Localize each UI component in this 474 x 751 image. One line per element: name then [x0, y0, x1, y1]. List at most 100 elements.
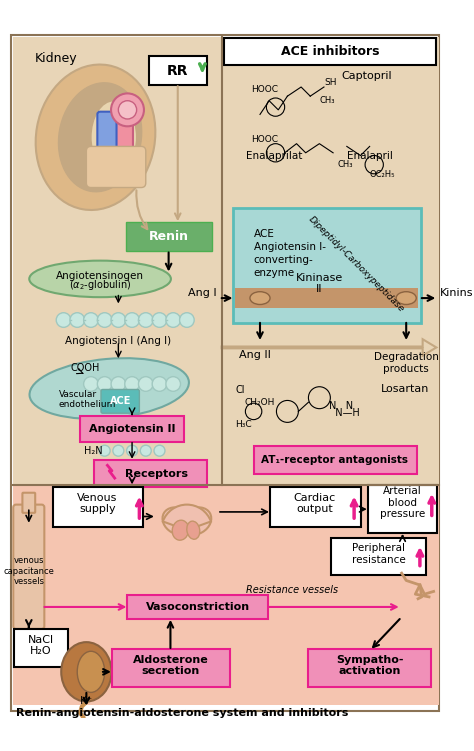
Circle shape	[125, 377, 139, 391]
Circle shape	[152, 377, 167, 391]
Text: CH₃: CH₃	[319, 96, 335, 105]
Circle shape	[127, 445, 137, 456]
Text: RR: RR	[167, 64, 189, 77]
Ellipse shape	[58, 83, 142, 192]
FancyBboxPatch shape	[114, 107, 133, 172]
FancyBboxPatch shape	[53, 487, 143, 527]
Circle shape	[111, 312, 126, 327]
FancyBboxPatch shape	[112, 649, 230, 687]
Ellipse shape	[29, 358, 189, 419]
Circle shape	[56, 312, 71, 327]
Wedge shape	[163, 505, 211, 530]
Text: Venous
supply: Venous supply	[77, 493, 118, 514]
Circle shape	[97, 377, 112, 391]
Text: Degradation
products: Degradation products	[374, 352, 438, 373]
Text: K⁺: K⁺	[80, 696, 93, 706]
Text: H₃C: H₃C	[235, 420, 252, 429]
Text: Kidney: Kidney	[34, 53, 77, 65]
Circle shape	[138, 377, 153, 391]
FancyBboxPatch shape	[13, 37, 222, 484]
FancyBboxPatch shape	[331, 538, 426, 575]
FancyBboxPatch shape	[224, 38, 437, 65]
FancyBboxPatch shape	[309, 649, 431, 687]
Circle shape	[154, 445, 165, 456]
Text: Receptors: Receptors	[125, 469, 188, 478]
Circle shape	[138, 312, 153, 327]
FancyBboxPatch shape	[101, 390, 139, 413]
FancyBboxPatch shape	[233, 207, 421, 323]
FancyBboxPatch shape	[86, 146, 146, 188]
Text: Cardiac
output: Cardiac output	[294, 493, 336, 514]
FancyBboxPatch shape	[97, 112, 117, 172]
Circle shape	[166, 312, 181, 327]
Text: Kininase
II: Kininase II	[296, 273, 343, 294]
Text: Aldosterone
secretion: Aldosterone secretion	[133, 655, 208, 676]
FancyBboxPatch shape	[11, 35, 439, 711]
Circle shape	[113, 445, 124, 456]
Text: CH₂OH: CH₂OH	[245, 398, 275, 407]
Circle shape	[83, 377, 98, 391]
Text: Renin-angiotensin-aldosterone system and inhibitors: Renin-angiotensin-aldosterone system and…	[16, 708, 348, 718]
FancyBboxPatch shape	[14, 629, 68, 668]
Text: N—H: N—H	[328, 408, 359, 418]
FancyArrow shape	[222, 215, 235, 324]
Circle shape	[118, 101, 137, 119]
Text: Enalapril: Enalapril	[346, 151, 392, 161]
Text: Losartan: Losartan	[381, 384, 429, 394]
Text: Enalaprilat: Enalaprilat	[246, 151, 302, 161]
Text: Renin: Renin	[149, 231, 189, 243]
Ellipse shape	[29, 261, 171, 297]
FancyBboxPatch shape	[222, 37, 439, 484]
Text: COOH: COOH	[71, 363, 100, 373]
Text: CH₃: CH₃	[337, 161, 353, 170]
Text: Sympatho-
activation: Sympatho- activation	[336, 655, 403, 676]
FancyBboxPatch shape	[128, 595, 268, 619]
Circle shape	[166, 377, 181, 391]
Ellipse shape	[77, 651, 105, 692]
Circle shape	[111, 93, 144, 126]
Ellipse shape	[396, 291, 416, 304]
Text: venous
capacitance
vessels: venous capacitance vessels	[3, 556, 54, 587]
Text: Dipeptidyl-Carboxypeptidase: Dipeptidyl-Carboxypeptidase	[306, 215, 406, 314]
FancyBboxPatch shape	[270, 487, 361, 527]
Text: Vascular
endothelium: Vascular endothelium	[59, 390, 116, 409]
Text: Captopril: Captopril	[342, 71, 392, 80]
FancyBboxPatch shape	[222, 375, 439, 480]
Circle shape	[125, 312, 139, 327]
Ellipse shape	[91, 101, 137, 173]
FancyBboxPatch shape	[148, 56, 207, 85]
Text: ACE
Angiotensin I-
converting-
enzyme: ACE Angiotensin I- converting- enzyme	[254, 228, 326, 279]
Text: AT₁-receptor antagonists: AT₁-receptor antagonists	[262, 455, 409, 465]
Text: HOOC: HOOC	[251, 85, 278, 94]
Text: Angiotensinogen: Angiotensinogen	[56, 271, 144, 281]
Text: Peripheral
resistance: Peripheral resistance	[352, 543, 406, 565]
Text: Arterial
blood
pressure: Arterial blood pressure	[380, 486, 425, 520]
Circle shape	[180, 312, 194, 327]
FancyArrow shape	[222, 339, 437, 356]
Ellipse shape	[61, 642, 111, 701]
Text: Angiotensin II: Angiotensin II	[89, 424, 175, 434]
Circle shape	[99, 445, 110, 456]
Circle shape	[152, 312, 167, 327]
Text: HOOC: HOOC	[251, 135, 278, 144]
Text: N   N: N N	[328, 401, 353, 411]
Text: OC₂H₅: OC₂H₅	[370, 170, 395, 179]
Circle shape	[111, 377, 126, 391]
Circle shape	[97, 312, 112, 327]
Circle shape	[83, 312, 98, 327]
FancyBboxPatch shape	[126, 222, 211, 252]
FancyBboxPatch shape	[13, 484, 439, 704]
Text: Resistance vessels: Resistance vessels	[246, 585, 338, 595]
FancyBboxPatch shape	[13, 505, 45, 629]
Ellipse shape	[187, 521, 200, 539]
Text: Vasoconstriction: Vasoconstriction	[146, 602, 250, 612]
FancyBboxPatch shape	[94, 460, 207, 487]
Text: H₂N: H₂N	[83, 445, 102, 456]
FancyBboxPatch shape	[22, 493, 35, 513]
Circle shape	[70, 312, 84, 327]
Ellipse shape	[36, 65, 155, 210]
FancyBboxPatch shape	[80, 416, 184, 442]
Text: SH: SH	[324, 78, 337, 87]
Text: ACE inhibitors: ACE inhibitors	[281, 45, 380, 58]
Text: Ang II: Ang II	[239, 350, 271, 360]
